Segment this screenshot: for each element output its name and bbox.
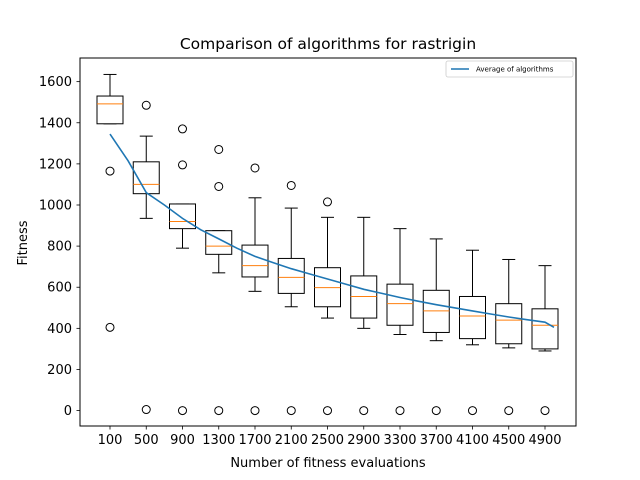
x-tick-label: 900 (170, 433, 195, 448)
box-body (169, 203, 196, 230)
outlier-point (504, 406, 514, 416)
outlier-point (105, 166, 115, 176)
chart-title: Comparison of algorithms for rastrigin (180, 35, 476, 53)
x-tick-label: 4500 (492, 433, 525, 448)
x-tick-label: 3300 (383, 433, 416, 448)
outlier-point (250, 406, 260, 416)
x-tick-label: 4900 (528, 433, 561, 448)
y-tick-label: 400 (47, 322, 72, 337)
box-body (386, 283, 414, 326)
outlier-point (431, 406, 441, 416)
outlier-point (286, 180, 296, 190)
box-body (277, 257, 305, 294)
box-body (495, 303, 523, 345)
outlier-point (178, 406, 187, 416)
outlier-point (395, 406, 405, 416)
y-tick-label: 1200 (39, 157, 72, 172)
x-tick-label: 1300 (202, 433, 235, 448)
x-axis-title: Number of fitness evaluations (230, 456, 426, 471)
x-tick-label: 2100 (275, 433, 308, 448)
x-tick-label: 100 (98, 433, 123, 448)
box-body (205, 230, 233, 255)
average-line (109, 133, 555, 328)
y-tick-label: 1000 (39, 198, 72, 213)
outlier-point (323, 197, 332, 207)
outlier-point (468, 406, 477, 416)
outlier-point (178, 124, 187, 134)
y-tick-label: 600 (47, 281, 72, 296)
x-tick-label: 2900 (347, 433, 380, 448)
outlier-point (359, 406, 369, 416)
y-tick-label: 1600 (39, 75, 72, 90)
outlier-point (141, 100, 151, 110)
outlier-point (286, 406, 296, 416)
outlier-point (141, 405, 151, 415)
outlier-point (250, 163, 260, 173)
box-body (350, 275, 378, 319)
outlier-point (178, 160, 187, 170)
outlier-point (105, 322, 115, 332)
axes-frame (79, 57, 577, 427)
plot-area: 0 200 400 600 800 1000 1200 1400 1600 100 500 900 13… (39, 57, 577, 448)
legend-label-average: Average of algorithms (476, 66, 554, 74)
legend: Average of algorithms (445, 60, 574, 78)
box-body (459, 295, 486, 340)
x-tick-label: 3700 (420, 433, 453, 448)
x-tick-label: 1700 (238, 433, 271, 448)
x-tick-label: 2500 (311, 433, 344, 448)
y-tick-label: 1400 (39, 116, 72, 131)
box-body (422, 289, 450, 333)
y-tick-label: 200 (47, 363, 72, 378)
y-tick-label: 0 (64, 404, 72, 419)
box-body (531, 308, 559, 350)
y-tick-label: 800 (47, 240, 72, 255)
y-axis-title: Fitness (16, 220, 31, 265)
outlier-point (214, 181, 224, 191)
outlier-point (323, 406, 332, 416)
legend-frame (445, 60, 574, 78)
outlier-point (540, 406, 550, 416)
x-tick-label: 4100 (456, 433, 489, 448)
box-body (96, 95, 124, 125)
x-tick-label: 500 (134, 433, 159, 448)
outlier-point (214, 406, 224, 416)
outlier-point (214, 144, 224, 154)
box-body (241, 244, 269, 278)
